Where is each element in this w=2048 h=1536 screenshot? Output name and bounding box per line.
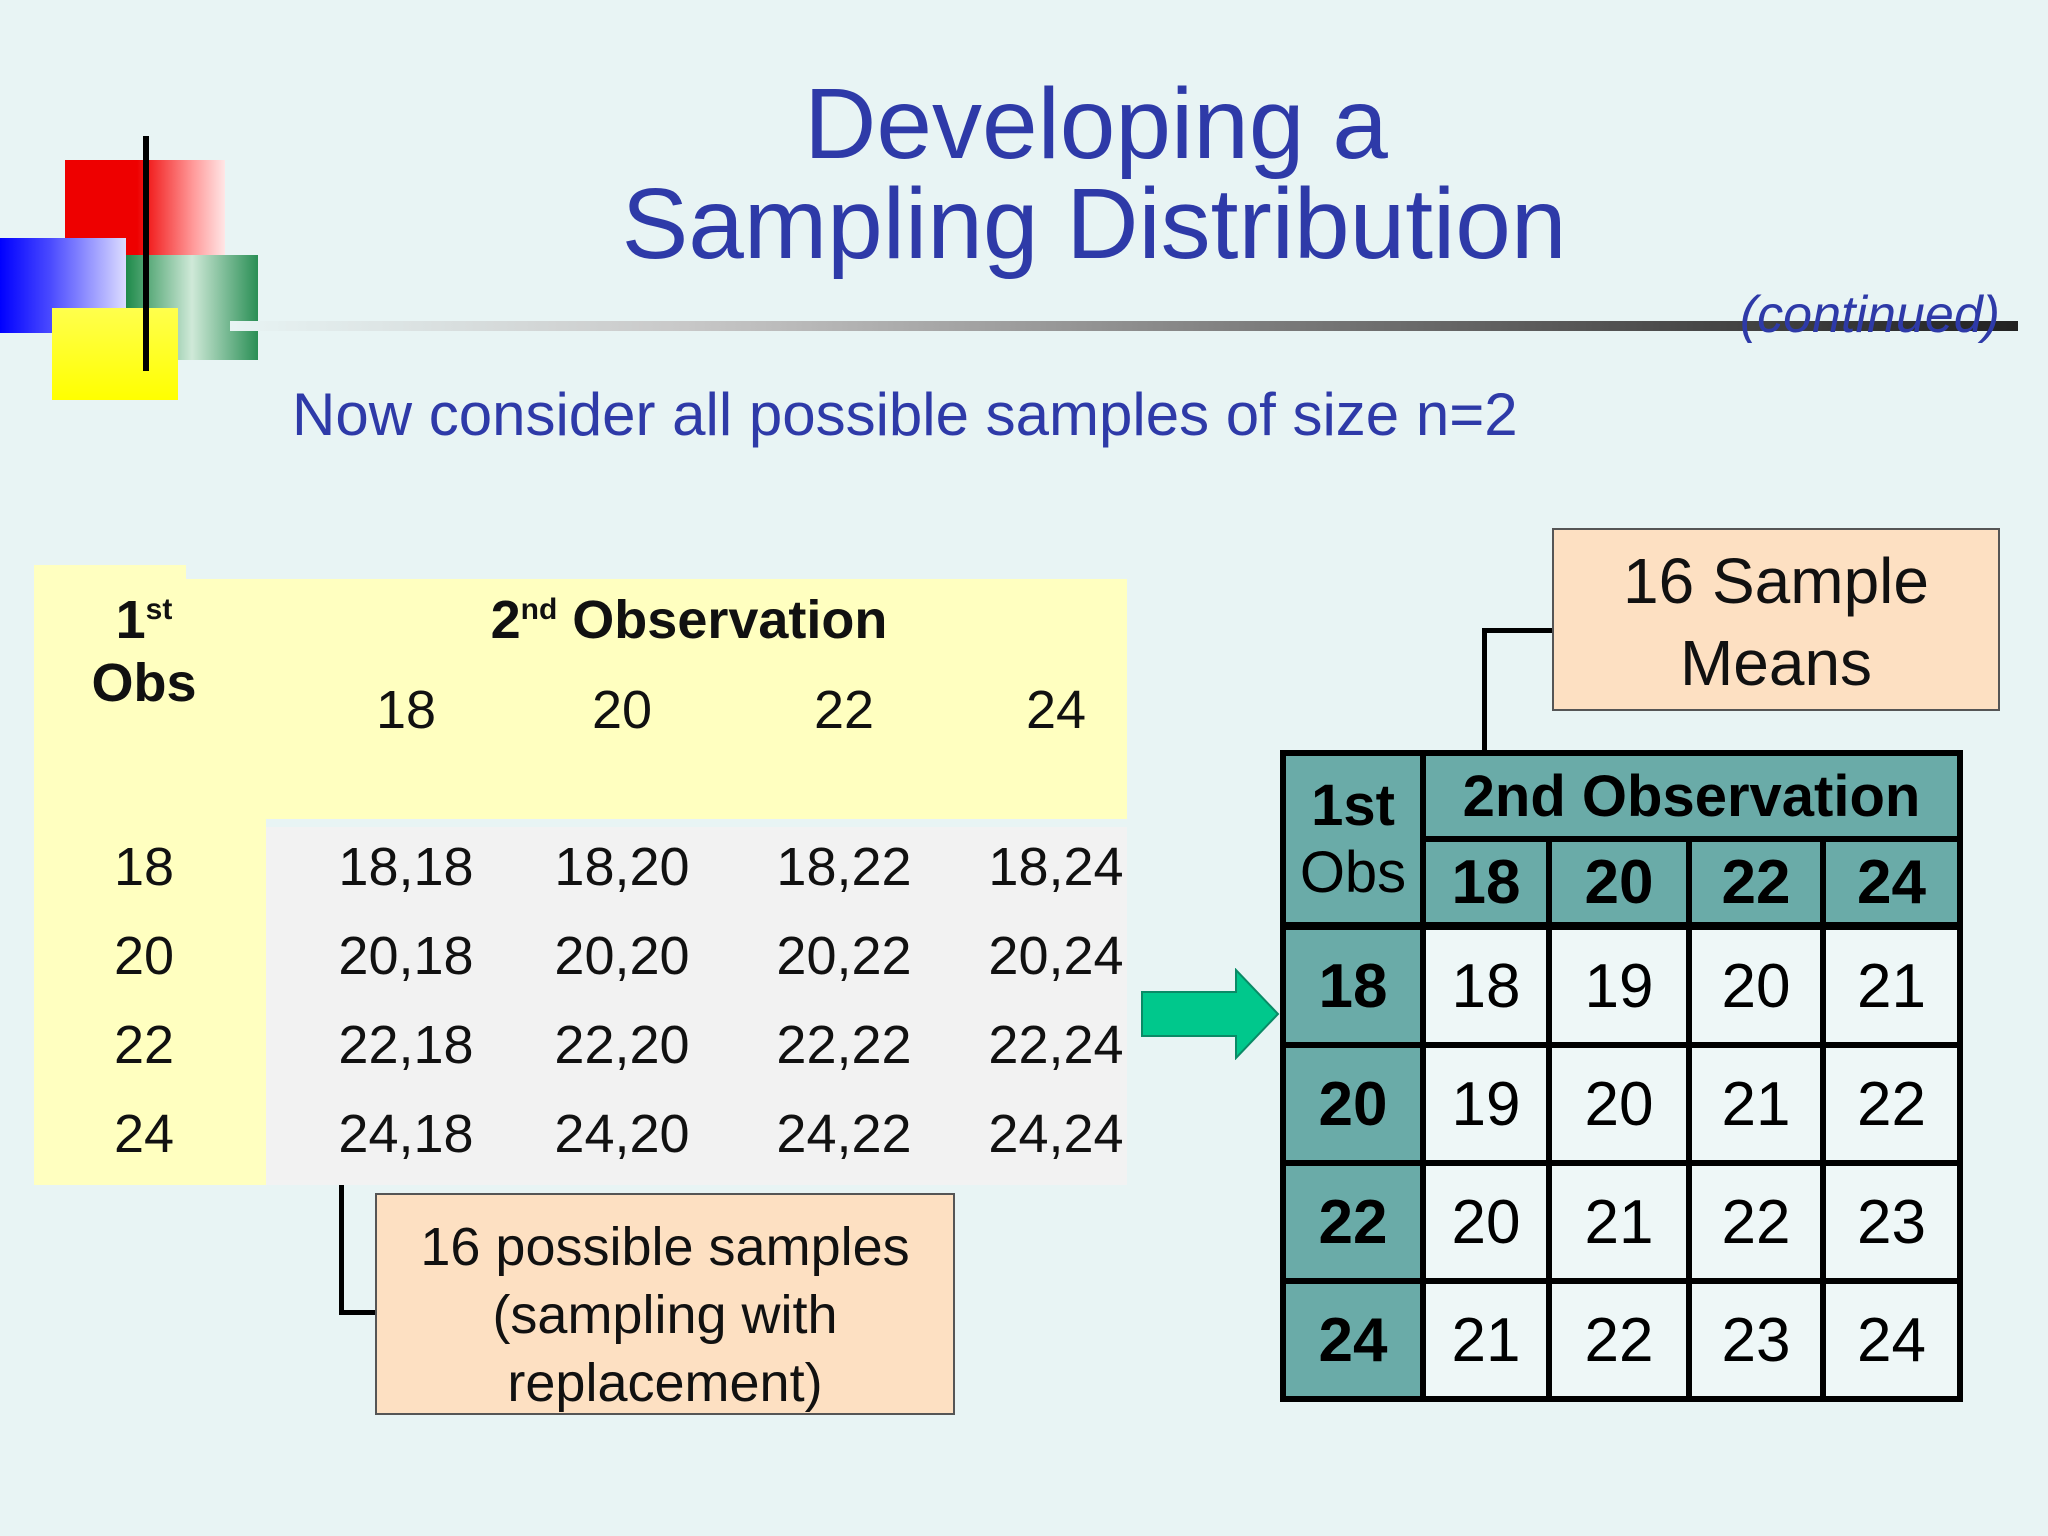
mean-cell: 20 [1692, 930, 1820, 1042]
callout-line: 16 possible samples [420, 1217, 910, 1277]
samples-table: 1st Obs 2nd Observation 18 20 22 24 18 1… [34, 565, 1127, 1185]
row-label: 24 [113, 1104, 175, 1164]
column-label: 22 [813, 680, 875, 740]
row-header-corner: 1st Obs [1286, 756, 1420, 922]
column-label: 20 [591, 680, 653, 740]
row-label: 22 [1286, 1166, 1420, 1278]
row-label: 22 [113, 1015, 175, 1075]
continued-label: (continued) [1739, 286, 2000, 344]
column-label: 22 [1692, 842, 1820, 922]
mean-cell: 22 [1826, 1048, 1957, 1160]
row-header-obs: Obs [91, 653, 197, 713]
row-label: 24 [1286, 1284, 1420, 1396]
sample-cell: 18,18 [338, 837, 474, 897]
mean-cell: 19 [1426, 1048, 1546, 1160]
page-title-line-1: Developing a [804, 68, 1388, 180]
row-label: 18 [113, 837, 175, 897]
subtitle: Now consider all possible samples of siz… [292, 381, 1518, 448]
column-label: 18 [375, 680, 437, 740]
mean-cell: 24 [1826, 1284, 1957, 1396]
mean-cell: 19 [1552, 930, 1686, 1042]
sample-cell: 22,22 [776, 1015, 912, 1075]
callout-line: 16 Sample [1623, 545, 1929, 617]
sample-cell: 24,24 [988, 1104, 1124, 1164]
sample-means-table: 1st Obs 2nd Observation 18 20 22 24 18 1… [1280, 750, 1963, 1402]
callout-line: replacement) [507, 1353, 823, 1413]
callout-connector [339, 1185, 344, 1315]
sample-cell: 20,18 [338, 926, 474, 986]
row-label-band [34, 819, 266, 1185]
right-arrow-icon [1141, 968, 1280, 1060]
page-title-line-2: Sampling Distribution [621, 168, 1567, 280]
column-label: 20 [1552, 842, 1686, 922]
sample-cell: 22,20 [554, 1015, 690, 1075]
sample-cell: 24,18 [338, 1104, 474, 1164]
sample-cell: 24,20 [554, 1104, 690, 1164]
sample-cell: 22,18 [338, 1015, 474, 1075]
sample-cell: 20,24 [988, 926, 1124, 986]
mean-cell: 20 [1552, 1048, 1686, 1160]
mean-cell: 23 [1826, 1166, 1957, 1278]
samples-body [266, 827, 1127, 1185]
row-header-line: 1st [1311, 773, 1395, 838]
column-label: 24 [1826, 842, 1957, 922]
row-header-first: 1st [115, 590, 173, 650]
mean-cell: 21 [1692, 1048, 1820, 1160]
logo-vertical-bar [143, 136, 149, 371]
column-label: 24 [1025, 680, 1087, 740]
row-label: 18 [1286, 930, 1420, 1042]
sample-cell: 18,22 [776, 837, 912, 897]
callout-connector [1482, 628, 1487, 752]
column-header-band [34, 579, 1127, 819]
row-label: 20 [113, 926, 175, 986]
mean-cell: 21 [1426, 1284, 1546, 1396]
mean-cell: 20 [1426, 1166, 1546, 1278]
callout-connector [339, 1310, 377, 1315]
callout-line: Means [1679, 627, 1873, 699]
callout-line: (sampling with [492, 1285, 838, 1345]
mean-cell: 21 [1552, 1166, 1686, 1278]
sample-cell: 18,20 [554, 837, 690, 897]
row-header-line: Obs [1299, 840, 1407, 905]
sample-cell: 22,24 [988, 1015, 1124, 1075]
title-divider [230, 321, 2018, 331]
sample-cell: 24,22 [776, 1104, 912, 1164]
mean-cell: 21 [1826, 930, 1957, 1042]
mean-cell: 22 [1552, 1284, 1686, 1396]
sample-cell: 20,20 [554, 926, 690, 986]
callout-sample-means: 16 Sample Means [1552, 528, 2000, 711]
mean-cell: 23 [1692, 1284, 1820, 1396]
mean-cell: 22 [1692, 1166, 1820, 1278]
callout-connector [1482, 628, 1554, 633]
callout-possible-samples: 16 possible samples (sampling with repla… [375, 1193, 955, 1415]
mean-cell: 18 [1426, 930, 1546, 1042]
sample-cell: 20,22 [776, 926, 912, 986]
row-label: 20 [1286, 1048, 1420, 1160]
column-header: 2nd Observation [1426, 756, 1957, 836]
column-label: 18 [1426, 842, 1546, 922]
column-header: 2nd Observation [490, 590, 888, 650]
sample-cell: 18,24 [988, 837, 1124, 897]
logo-yellow-square [52, 308, 178, 400]
